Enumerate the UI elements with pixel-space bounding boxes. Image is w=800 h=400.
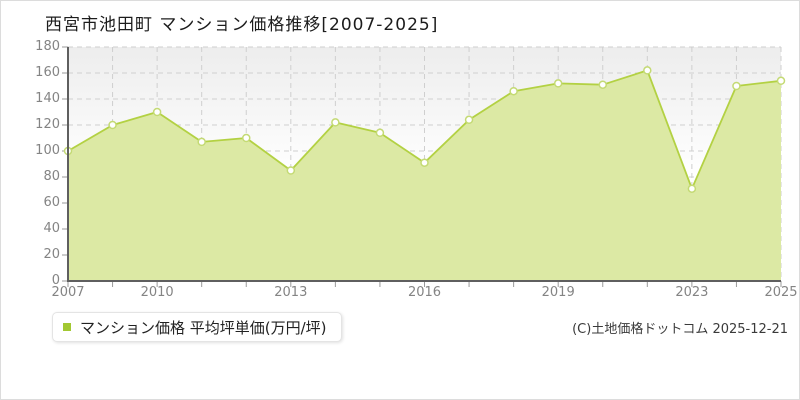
chart-title: 西宮市池田町 マンション価格推移[2007-2025]	[45, 15, 439, 35]
legend-swatch-icon	[63, 323, 71, 331]
data-point-marker	[375, 128, 385, 138]
y-tick-label: 20	[43, 247, 60, 262]
price-area	[68, 70, 781, 282]
x-tick-label: 2019	[541, 285, 575, 300]
y-tick-label: 180	[35, 39, 60, 54]
data-point-marker	[286, 166, 296, 175]
data-point-marker	[464, 115, 474, 125]
data-point-marker	[776, 76, 786, 86]
y-tick-label: 160	[35, 65, 60, 80]
x-tick-label: 2007	[51, 285, 85, 300]
legend-label: マンション価格 平均坪単価(万円/坪)	[80, 318, 327, 337]
x-tick-label: 2023	[675, 285, 709, 300]
x-tick-label: 2025	[764, 285, 798, 300]
data-point-marker	[108, 120, 117, 130]
data-point-marker	[732, 81, 741, 91]
y-tick-label: 140	[35, 91, 60, 106]
data-point-marker	[242, 133, 251, 143]
y-tick-label: 120	[35, 117, 60, 132]
data-point-marker	[643, 66, 652, 75]
y-tick-label: 100	[35, 143, 60, 158]
y-tick-label: 60	[43, 195, 60, 210]
x-tick-label: 2016	[407, 285, 442, 300]
copyright-text: (C)土地価格ドットコム 2025-12-21	[572, 322, 788, 337]
data-point-marker	[553, 79, 563, 88]
x-tick-label: 2013	[274, 285, 308, 300]
x-tick-label: 2010	[140, 285, 174, 300]
y-tick-label: 40	[43, 221, 60, 236]
data-point-marker	[331, 118, 340, 127]
y-tick-label: 0	[51, 273, 60, 288]
data-point-marker	[598, 80, 607, 89]
data-point-marker	[420, 158, 429, 167]
legend: マンション価格 平均坪単価(万円/坪)	[52, 312, 342, 342]
data-point-marker	[509, 86, 518, 96]
data-point-marker	[197, 137, 206, 147]
data-point-marker	[687, 184, 697, 193]
data-point-marker	[152, 107, 162, 117]
y-tick-label: 80	[43, 169, 60, 184]
